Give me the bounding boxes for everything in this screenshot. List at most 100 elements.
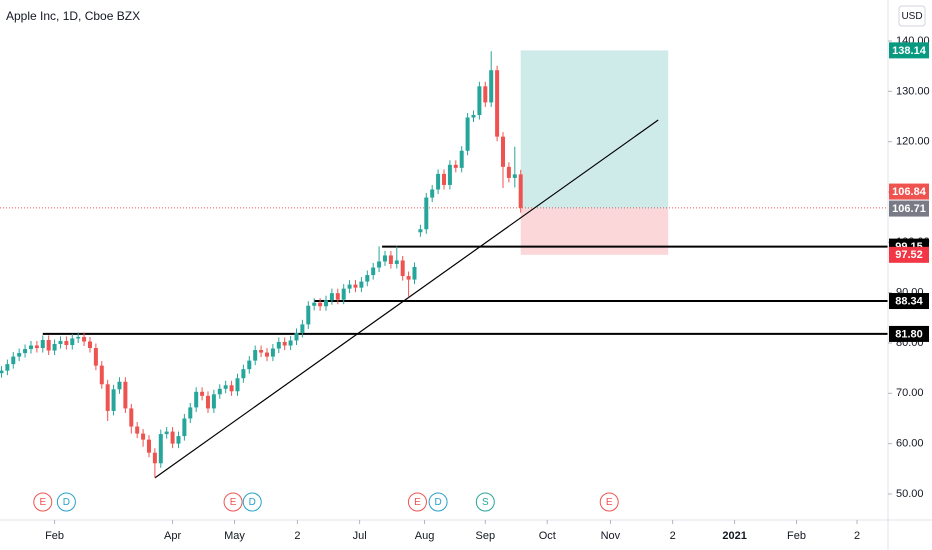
candle-body [318, 302, 323, 307]
candle-body [347, 284, 352, 289]
candle-body [459, 150, 464, 168]
candle-body [418, 229, 423, 233]
candle-body [353, 284, 358, 288]
event-label: E [606, 497, 613, 508]
candle-body [11, 356, 16, 365]
candle-body [377, 261, 382, 268]
candle-body [76, 336, 81, 339]
candle-body [99, 365, 104, 385]
x-tick-label: Nov [601, 530, 621, 542]
candle-body [217, 388, 222, 395]
candle-body [117, 381, 122, 390]
y-tick-label: 130.00 [896, 85, 930, 97]
candle-body [341, 288, 346, 300]
currency-label[interactable]: USD [901, 11, 922, 22]
candle-body [52, 343, 57, 351]
candle-body [241, 369, 246, 379]
candle-body [64, 340, 69, 346]
candle-body [471, 115, 476, 118]
candle-body [365, 275, 370, 282]
x-tick-label: 2 [294, 530, 300, 542]
candle-body [259, 350, 264, 353]
y-tick-label: 60.00 [896, 438, 924, 450]
candle-body [235, 378, 240, 392]
target-tag: 138.14 [892, 45, 927, 57]
event-label: D [249, 497, 256, 508]
trend-line [154, 119, 659, 479]
candle-body [223, 385, 228, 389]
currency-button[interactable] [898, 5, 926, 27]
event-label: S [482, 497, 489, 508]
candle-body [412, 266, 417, 280]
candle-body [477, 86, 482, 116]
x-tick-label: Jul [353, 530, 367, 542]
candle-body [123, 381, 128, 409]
candle-body [371, 267, 376, 276]
entry-tag: 106.71 [892, 203, 926, 215]
candle-body [188, 407, 193, 419]
event-marker [599, 492, 619, 512]
candle-body [87, 341, 92, 349]
candle-body [182, 418, 187, 437]
x-tick-label: 2021 [722, 530, 746, 542]
target-tag-bg [889, 42, 929, 59]
level-tag-bg [889, 293, 929, 310]
candle-body [40, 339, 45, 349]
candle-body [23, 349, 28, 354]
y-tick-label: 70.00 [896, 387, 924, 399]
candle-body [506, 166, 511, 178]
candle-body [229, 385, 234, 392]
candle-body [152, 452, 157, 464]
x-tick-label: May [224, 530, 245, 542]
candle-body [483, 86, 488, 103]
candle-body [312, 302, 317, 306]
event-marker [56, 492, 76, 512]
candle-body [465, 117, 470, 151]
level-tag: 88.34 [895, 295, 923, 307]
candle-body [111, 389, 116, 411]
candle-body [158, 434, 163, 464]
candle-body [388, 255, 393, 264]
candle-body [306, 305, 311, 325]
candle-body [489, 70, 494, 103]
candle-body [282, 341, 287, 346]
x-tick-label: Apr [164, 530, 181, 542]
event-label: D [434, 497, 441, 508]
x-tick-label: 2 [670, 530, 676, 542]
stop-tag-bg [889, 246, 929, 263]
stop-tag: 97.52 [895, 249, 923, 261]
position-target-zone [520, 50, 669, 209]
candle-body [28, 345, 33, 350]
candle-body [406, 276, 411, 280]
event-label: D [63, 497, 70, 508]
candle-body [93, 348, 98, 366]
candle-body [300, 324, 305, 333]
candle-body [442, 173, 446, 185]
candle-body [211, 394, 216, 409]
x-tick-label: 2 [854, 530, 860, 542]
current-price-tag: 106.84 [892, 186, 927, 198]
position-stop-zone [520, 208, 669, 255]
candle-body [194, 391, 199, 408]
candle-body [495, 70, 500, 137]
x-tick-label: Feb [45, 530, 64, 542]
candle-body [294, 332, 299, 341]
candle-body [453, 164, 458, 168]
candle-body [105, 384, 110, 411]
x-tick-label: Oct [539, 530, 556, 542]
candle-body [5, 364, 10, 371]
candle-body [253, 350, 258, 361]
candle-body [170, 431, 175, 444]
event-marker [242, 492, 262, 512]
event-label: E [39, 497, 46, 508]
candle-body [430, 189, 435, 198]
candle-body [288, 340, 293, 346]
level-tag-bg [889, 325, 929, 342]
event-marker [33, 492, 53, 512]
candle-body [205, 395, 210, 409]
candle-body [176, 436, 181, 444]
candle-body [264, 352, 269, 357]
x-tick-label: Aug [415, 530, 435, 542]
